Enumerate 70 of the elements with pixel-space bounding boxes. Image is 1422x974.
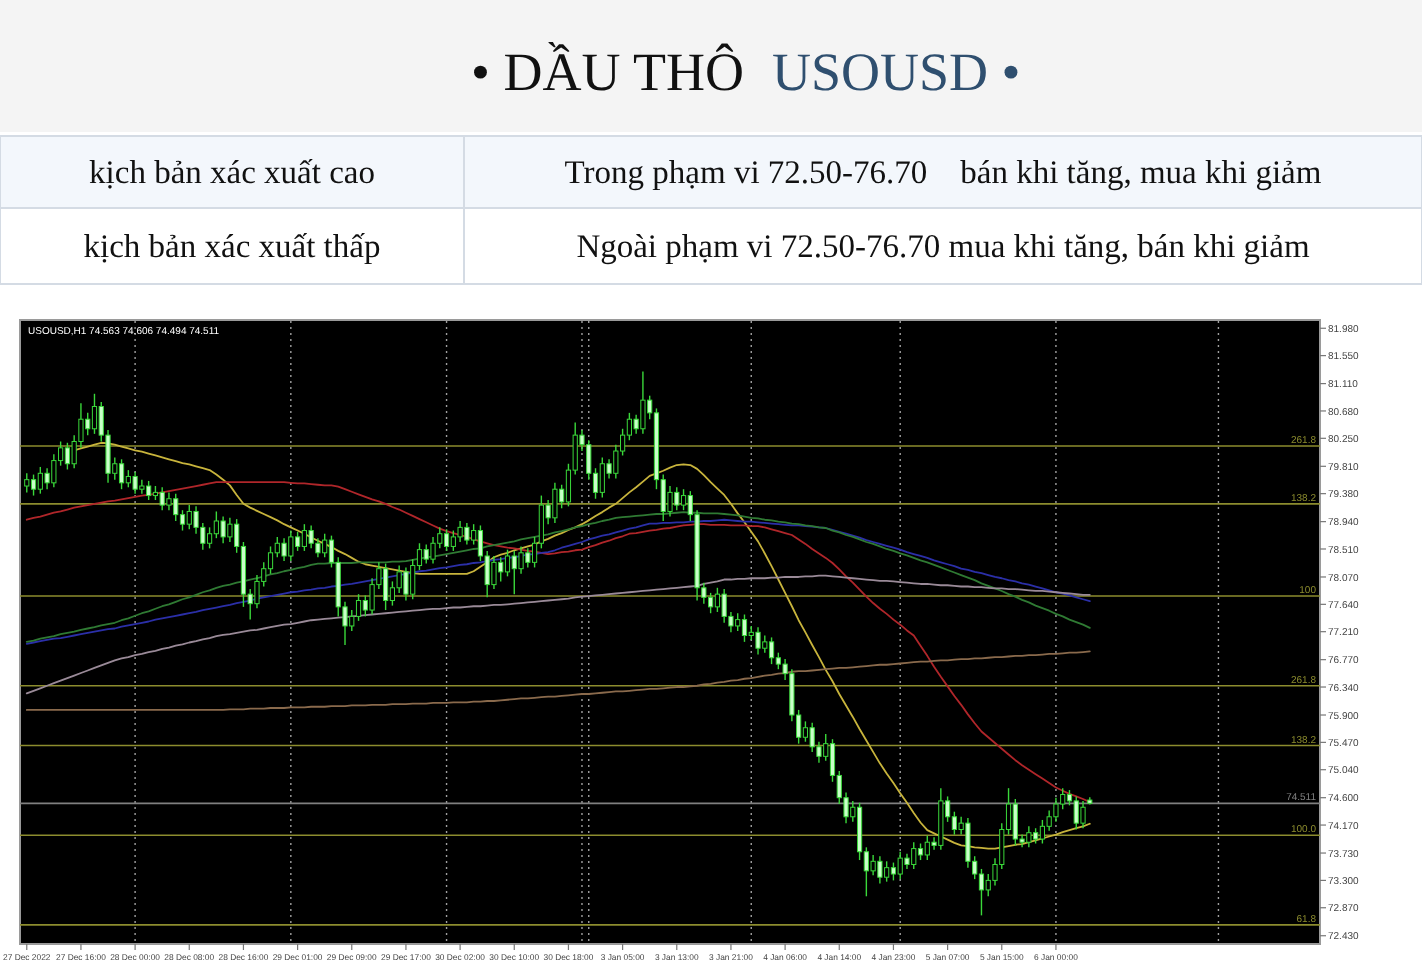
candlestick	[295, 531, 301, 552]
candlestick	[159, 486, 165, 511]
candlestick	[206, 526, 213, 550]
candlestick	[552, 482, 558, 524]
candlestick	[213, 510, 219, 539]
line-series	[25, 481, 1091, 804]
candlestick	[227, 517, 233, 543]
candlestick	[37, 466, 43, 495]
candlestick	[403, 566, 409, 602]
candlestick	[667, 485, 673, 518]
candlestick	[85, 412, 91, 436]
line-series	[25, 574, 1091, 695]
candlestick	[464, 522, 470, 546]
candlestick	[173, 492, 179, 522]
candlestick	[139, 478, 145, 495]
candlestick	[44, 467, 50, 490]
candlestick	[498, 556, 504, 583]
candlestick	[288, 529, 294, 562]
candlestick	[511, 550, 517, 595]
candlestick	[680, 488, 687, 511]
candlestick	[64, 442, 70, 471]
candlestick	[525, 547, 531, 569]
candlestick	[443, 528, 450, 552]
candlestick	[802, 720, 809, 743]
candlestick	[721, 588, 727, 624]
candlestick	[755, 626, 761, 656]
candlestick	[146, 480, 152, 501]
chart-title: • DẦU THÔ	[471, 42, 744, 102]
candlestick	[714, 587, 720, 613]
candlestick	[322, 533, 328, 558]
candlestick	[220, 515, 226, 544]
candlestick	[924, 835, 930, 861]
candlestick	[457, 520, 463, 543]
candlestick	[308, 524, 314, 550]
candlestick	[897, 851, 903, 880]
candlestick	[423, 543, 429, 565]
candlestick	[1012, 798, 1018, 847]
candlestick	[301, 523, 307, 552]
text: Ngoài phạm vi 72.50-76.70 mua khi tăng, bán khi giảm	[576, 227, 1310, 265]
candlestick	[1073, 795, 1079, 831]
candlestick	[884, 860, 890, 883]
candlestick	[1026, 825, 1032, 849]
candlestick	[491, 555, 497, 590]
candlestick	[450, 529, 456, 552]
candlestick	[978, 868, 985, 917]
text: Trong phạm vi 72.50-76.70 bán khi tăng, mua khi giảm	[564, 153, 1322, 191]
candlestick	[24, 472, 30, 494]
candlestick	[741, 613, 748, 643]
candlestick	[768, 636, 775, 665]
candlestick	[30, 473, 37, 497]
chart-subtitle: USOUSD •	[772, 42, 1021, 102]
candlestick	[599, 456, 605, 499]
candlestick	[877, 855, 883, 885]
candlestick	[186, 504, 192, 530]
candlestick	[911, 841, 917, 870]
candlestick	[132, 471, 138, 495]
candlestick	[355, 593, 362, 622]
text: kịch bản xác xuất thấp	[83, 227, 381, 265]
text: kịch bản xác xuất cao	[89, 153, 375, 191]
candlestick	[91, 393, 98, 435]
candlestick	[281, 537, 287, 562]
candlestick	[1080, 800, 1086, 829]
candlestick	[938, 787, 944, 851]
candlestick	[267, 545, 274, 575]
candlestick	[674, 486, 680, 511]
candlestick	[870, 854, 876, 876]
candlestick	[640, 370, 646, 435]
candlestick	[118, 458, 125, 490]
candlestick	[504, 548, 511, 578]
candlestick	[383, 562, 389, 611]
